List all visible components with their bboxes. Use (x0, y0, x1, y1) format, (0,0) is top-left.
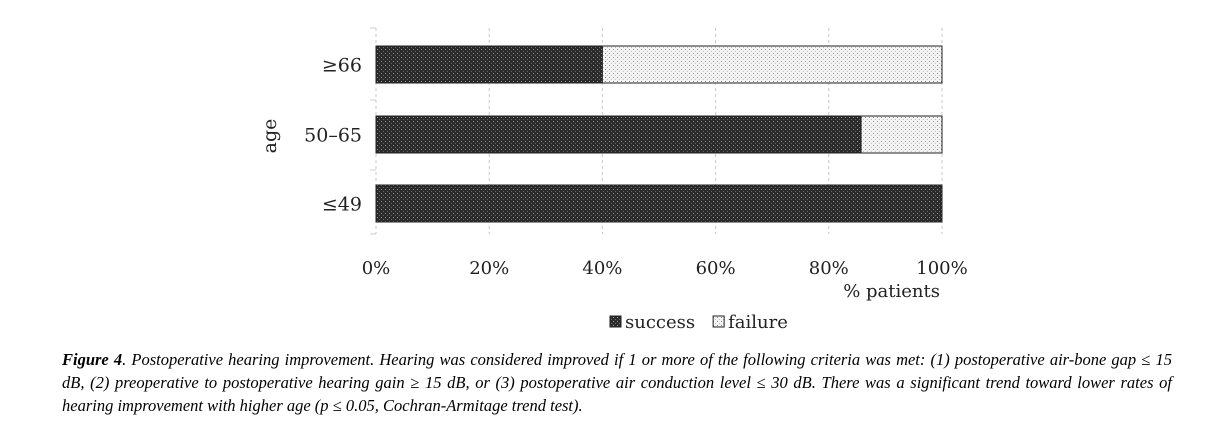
bar-success (375, 115, 862, 154)
caption-label: Figure 4 (62, 350, 123, 369)
x-tick-label: 100% (916, 258, 967, 279)
y-tick-label: ≤49 (322, 194, 362, 216)
legend-label-success: success (625, 312, 695, 333)
x-tick-label: 60% (696, 258, 736, 279)
bar-failure (601, 45, 943, 84)
x-tick-label: 40% (582, 258, 622, 279)
figure-caption: Figure 4. Postoperative hearing improvem… (62, 348, 1172, 417)
y-tick-label: ≥66 (322, 55, 362, 77)
y-tick-label: 50–65 (304, 125, 362, 147)
y-axis-label: age (259, 119, 281, 154)
bar-success (375, 45, 603, 84)
x-tick-label: 20% (469, 258, 509, 279)
legend-swatch-failure (712, 315, 725, 328)
bar-failure (860, 115, 943, 154)
stacked-bar-chart: 0% 20% 40% 60% 80% 100% ≥66 50–65 ≤49 % patients a… (259, 27, 968, 333)
legend-label-failure: failure (728, 312, 788, 333)
caption-text: . Postoperative hearing improvement. Hea… (62, 350, 1172, 415)
x-tick-label: 80% (809, 258, 849, 279)
x-tick-label: 0% (362, 258, 391, 279)
x-axis-label: % patients (843, 281, 940, 302)
legend-swatch-success (609, 315, 622, 328)
bar-success (375, 184, 943, 223)
